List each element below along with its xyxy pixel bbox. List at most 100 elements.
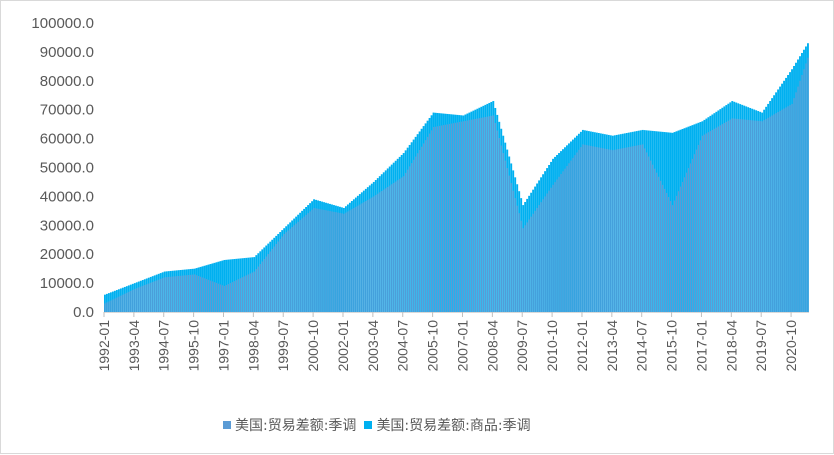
bar-series-1 (749, 120, 751, 312)
bar-series-1 (198, 275, 200, 312)
bar-series-1 (114, 298, 116, 312)
bar-series-1 (598, 147, 600, 312)
bar-series-1 (668, 196, 670, 312)
bar-series-1 (442, 125, 445, 312)
bar-series-1 (289, 228, 291, 312)
bar-series-1 (225, 285, 228, 312)
bar-series-1 (393, 182, 395, 312)
bar-series-1 (456, 122, 459, 312)
bar-series-1 (434, 126, 437, 313)
bar-series-1 (281, 236, 283, 312)
bar-series-1 (186, 275, 188, 312)
bar-series-1 (715, 127, 717, 313)
bar-series-1 (502, 153, 504, 312)
bar-series-1 (377, 193, 379, 312)
bar-series-1 (759, 121, 761, 312)
bar-series-1 (648, 156, 650, 312)
bar-series-1 (454, 122, 457, 312)
bar-series-1 (783, 108, 785, 312)
bar-series-1 (251, 272, 253, 312)
y-tick-label: 40000.0 (40, 188, 94, 205)
bar-series-1 (681, 181, 684, 312)
bar-series-1 (524, 225, 526, 312)
x-tick-label: 2013-04 (604, 320, 620, 372)
bar-series-1 (624, 147, 626, 312)
bar-series-1 (201, 277, 204, 312)
y-tick-label: 50000.0 (40, 160, 94, 177)
bar-series-1 (110, 300, 112, 312)
bar-series-1 (574, 155, 576, 312)
bar-series-1 (287, 230, 289, 312)
bar-series-1 (190, 274, 192, 312)
bar-series-1 (540, 202, 542, 312)
bar-series-1 (518, 213, 520, 312)
y-tick-label: 10000.0 (40, 275, 94, 292)
bar-series-1 (662, 184, 664, 312)
bar-series-1 (383, 189, 385, 312)
bar-series-1 (506, 168, 508, 312)
bar-series-1 (265, 256, 267, 312)
bar-series-1 (323, 209, 325, 312)
bar-series-1 (403, 176, 405, 312)
bar-series-1 (269, 251, 271, 312)
chart-legend: 美国:贸易差额:季调 美国:贸易差额:商品:季调 (223, 415, 535, 435)
bar-series-1 (438, 125, 441, 312)
bar-series-1 (283, 233, 285, 312)
bar-series-1 (510, 183, 512, 312)
bar-series-1 (363, 202, 365, 312)
bar-series-1 (391, 184, 393, 312)
bar-series-1 (548, 190, 550, 312)
bar-series-1 (271, 249, 273, 312)
bar-series-1 (293, 225, 295, 312)
x-tick-label: 1997-01 (215, 320, 231, 372)
bar-series-1 (797, 86, 799, 312)
bar-series-1 (677, 191, 680, 312)
bar-series-1 (500, 145, 502, 312)
bar-series-1 (566, 165, 568, 312)
bar-series-1 (134, 288, 136, 312)
bar-series-1 (733, 118, 735, 312)
bar-series-1 (148, 283, 150, 312)
bar-series-1 (146, 284, 148, 312)
bar-series-1 (413, 159, 415, 312)
bar-series-1 (423, 143, 425, 312)
bar-series-1 (709, 131, 712, 312)
bar-series-1 (106, 302, 108, 312)
x-tick-label: 1995-10 (186, 320, 202, 372)
bar-series-1 (496, 130, 498, 312)
bar-series-1 (353, 207, 355, 312)
bar-series-1 (610, 149, 612, 312)
bar-series-1 (642, 144, 644, 312)
y-tick-label: 20000.0 (40, 246, 94, 263)
bar-series-1 (562, 171, 564, 312)
bar-series-1 (532, 213, 534, 312)
bar-series-1 (554, 182, 556, 312)
bar-series-1 (407, 169, 409, 312)
bar-series-1 (321, 209, 323, 312)
bar-series-1 (464, 120, 467, 313)
bar-series-1 (498, 138, 500, 312)
bar-series-1 (381, 191, 383, 312)
bar-series-1 (367, 199, 369, 312)
bar-series-1 (725, 121, 727, 312)
bar-series-1 (713, 128, 715, 312)
bar-series-1 (741, 119, 743, 312)
bar-series-1 (791, 103, 793, 312)
bar-series-1 (628, 147, 630, 312)
bar-series-1 (773, 114, 775, 312)
bar-series-1 (154, 281, 156, 312)
bar-series-1 (299, 220, 301, 312)
bar-series-1 (421, 146, 423, 312)
bar-series-1 (205, 279, 208, 312)
bar-series-1 (452, 123, 455, 312)
bar-series-1 (339, 212, 341, 312)
bar-series-1 (448, 123, 451, 313)
bar-series-1 (255, 269, 257, 312)
legend-item-series-1: 美国:贸易差额:季调 (223, 415, 356, 435)
bar-series-1 (602, 148, 604, 312)
x-tick-label: 2002-01 (335, 320, 351, 372)
bar-series-1 (275, 243, 277, 312)
bar-series-1 (239, 278, 242, 312)
bar-series-1 (486, 116, 488, 312)
bar-series-1 (787, 106, 789, 312)
